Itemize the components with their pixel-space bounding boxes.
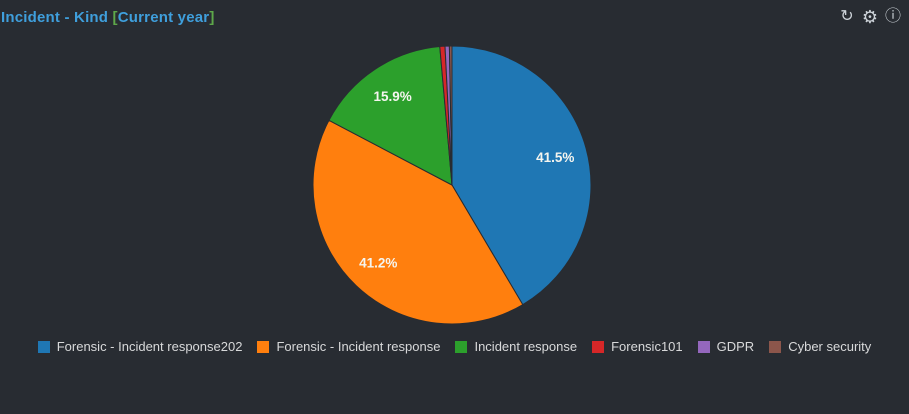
- legend-label: Forensic - Incident response202: [56, 339, 243, 354]
- pie-slice-label-1: 41.2%: [359, 256, 397, 271]
- pie-slice-label-2: 15.9%: [374, 89, 412, 104]
- pie-slice-2[interactable]: [328, 45, 453, 186]
- info-icon[interactable]: ⓘ: [884, 8, 901, 25]
- legend-item-1[interactable]: Forensic - Incident response: [257, 339, 440, 354]
- legend-label: Incident response: [474, 339, 578, 354]
- panel-title: Incident - Kind [Current year]: [1, 9, 215, 26]
- legend-label: GDPR: [716, 339, 755, 354]
- legend-item-5[interactable]: Cyber security: [769, 339, 871, 354]
- gear-icon[interactable]: ⚙: [861, 7, 879, 27]
- pie-slice-5[interactable]: [448, 45, 453, 186]
- panel-title-bracket-text: Current year: [117, 9, 210, 26]
- legend-item-3[interactable]: Forensic101: [592, 339, 683, 354]
- legend-label: Cyber security: [788, 339, 872, 354]
- legend-swatch: [455, 340, 468, 353]
- legend-item-2[interactable]: Incident response: [455, 339, 577, 354]
- panel-title-bracket-close: ]: [209, 9, 215, 26]
- legend-swatch: [257, 340, 270, 353]
- legend-swatch: [697, 340, 710, 353]
- panel-header: Incident - Kind [Current year] ↻ ⚙ ⓘ: [0, 0, 909, 34]
- legend-swatch: [769, 340, 782, 353]
- refresh-icon[interactable]: ↻: [840, 8, 854, 25]
- legend-swatch: [592, 340, 605, 353]
- pie-slice-label-0: 41.5%: [536, 150, 574, 165]
- legend-item-0[interactable]: Forensic - Incident response202: [37, 339, 243, 354]
- panel-toolbar: ↻ ⚙ ⓘ: [837, 7, 903, 27]
- panel-title-bracket-open: [: [112, 9, 118, 26]
- panel-title-text: Incident - Kind: [1, 9, 113, 26]
- legend-item-4[interactable]: GDPR: [697, 339, 755, 354]
- pie-slice-0[interactable]: [451, 45, 592, 306]
- legend-label: Forensic - Incident response: [276, 339, 441, 354]
- chart-legend: Forensic - Incident response202 Forensic …: [0, 339, 909, 354]
- legend-label: Forensic101: [611, 339, 683, 354]
- pie-slice-1[interactable]: [312, 119, 524, 325]
- legend-swatch: [37, 340, 50, 353]
